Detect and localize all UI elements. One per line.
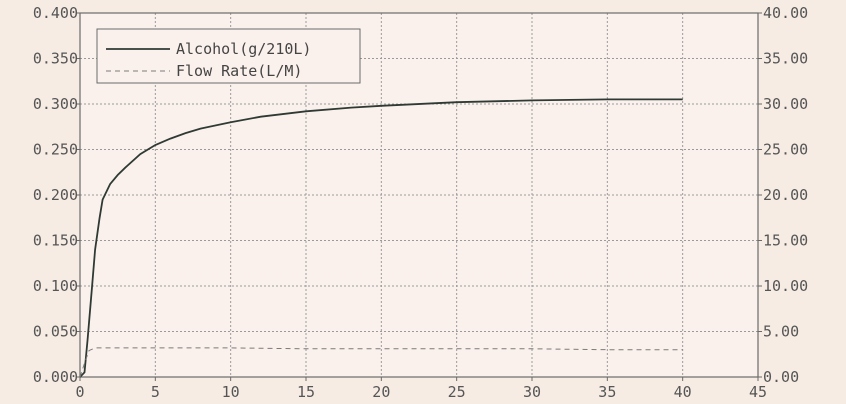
x-tick-label: 40 [674, 383, 692, 401]
y2-tick-label: 15.00 [763, 232, 808, 250]
y-tick-label: 0.050 [33, 323, 78, 341]
y2-tick-label: 40.00 [763, 4, 808, 22]
y-tick-label: 0.400 [33, 4, 78, 22]
y-tick-label: 0.300 [33, 95, 78, 113]
x-tick-label: 30 [523, 383, 541, 401]
x-tick-label: 10 [222, 383, 240, 401]
y2-tick-label: 0.00 [763, 368, 799, 386]
x-tick-label: 0 [75, 383, 84, 401]
legend-label-alcohol: Alcohol(g/210L) [176, 40, 311, 58]
y-tick-label: 0.150 [33, 232, 78, 250]
y2-tick-label: 5.00 [763, 323, 799, 341]
legend: Alcohol(g/210L) Flow Rate(L/M) [96, 28, 361, 84]
x-tick-label: 15 [297, 383, 315, 401]
series-line-flow-rate [79, 347, 683, 378]
y2-tick-label: 35.00 [763, 50, 808, 68]
series-group [79, 98, 683, 378]
x-tick-label: 45 [749, 383, 767, 401]
y2-tick-label: 20.00 [763, 186, 808, 204]
x-axis: 0 5 10 15 20 25 30 35 40 45 [75, 377, 767, 401]
grid [80, 13, 758, 377]
legend-box [96, 28, 361, 84]
y-tick-label: 0.100 [33, 277, 78, 295]
x-tick-label: 20 [372, 383, 390, 401]
y2-tick-label: 30.00 [763, 95, 808, 113]
y-tick-label: 0.250 [33, 141, 78, 159]
y-tick-label: 0.200 [33, 186, 78, 204]
y2-tick-label: 25.00 [763, 141, 808, 159]
y-tick-label: 0.350 [33, 50, 78, 68]
y-tick-label: 0.000 [33, 368, 78, 386]
x-tick-label: 35 [598, 383, 616, 401]
x-tick-label: 5 [151, 383, 160, 401]
y2-tick-label: 10.00 [763, 277, 808, 295]
legend-label-flow-rate: Flow Rate(L/M) [176, 62, 302, 80]
y-axis-left: 0.000 0.050 0.100 0.150 0.200 0.250 0.300 0.350… [33, 4, 80, 386]
series-line-alcohol [79, 98, 683, 378]
x-tick-label: 25 [448, 383, 466, 401]
y-axis-right: 0.00 5.00 10.00 15.00 20.00 25.00 30.00 35.00 40… [758, 4, 808, 386]
